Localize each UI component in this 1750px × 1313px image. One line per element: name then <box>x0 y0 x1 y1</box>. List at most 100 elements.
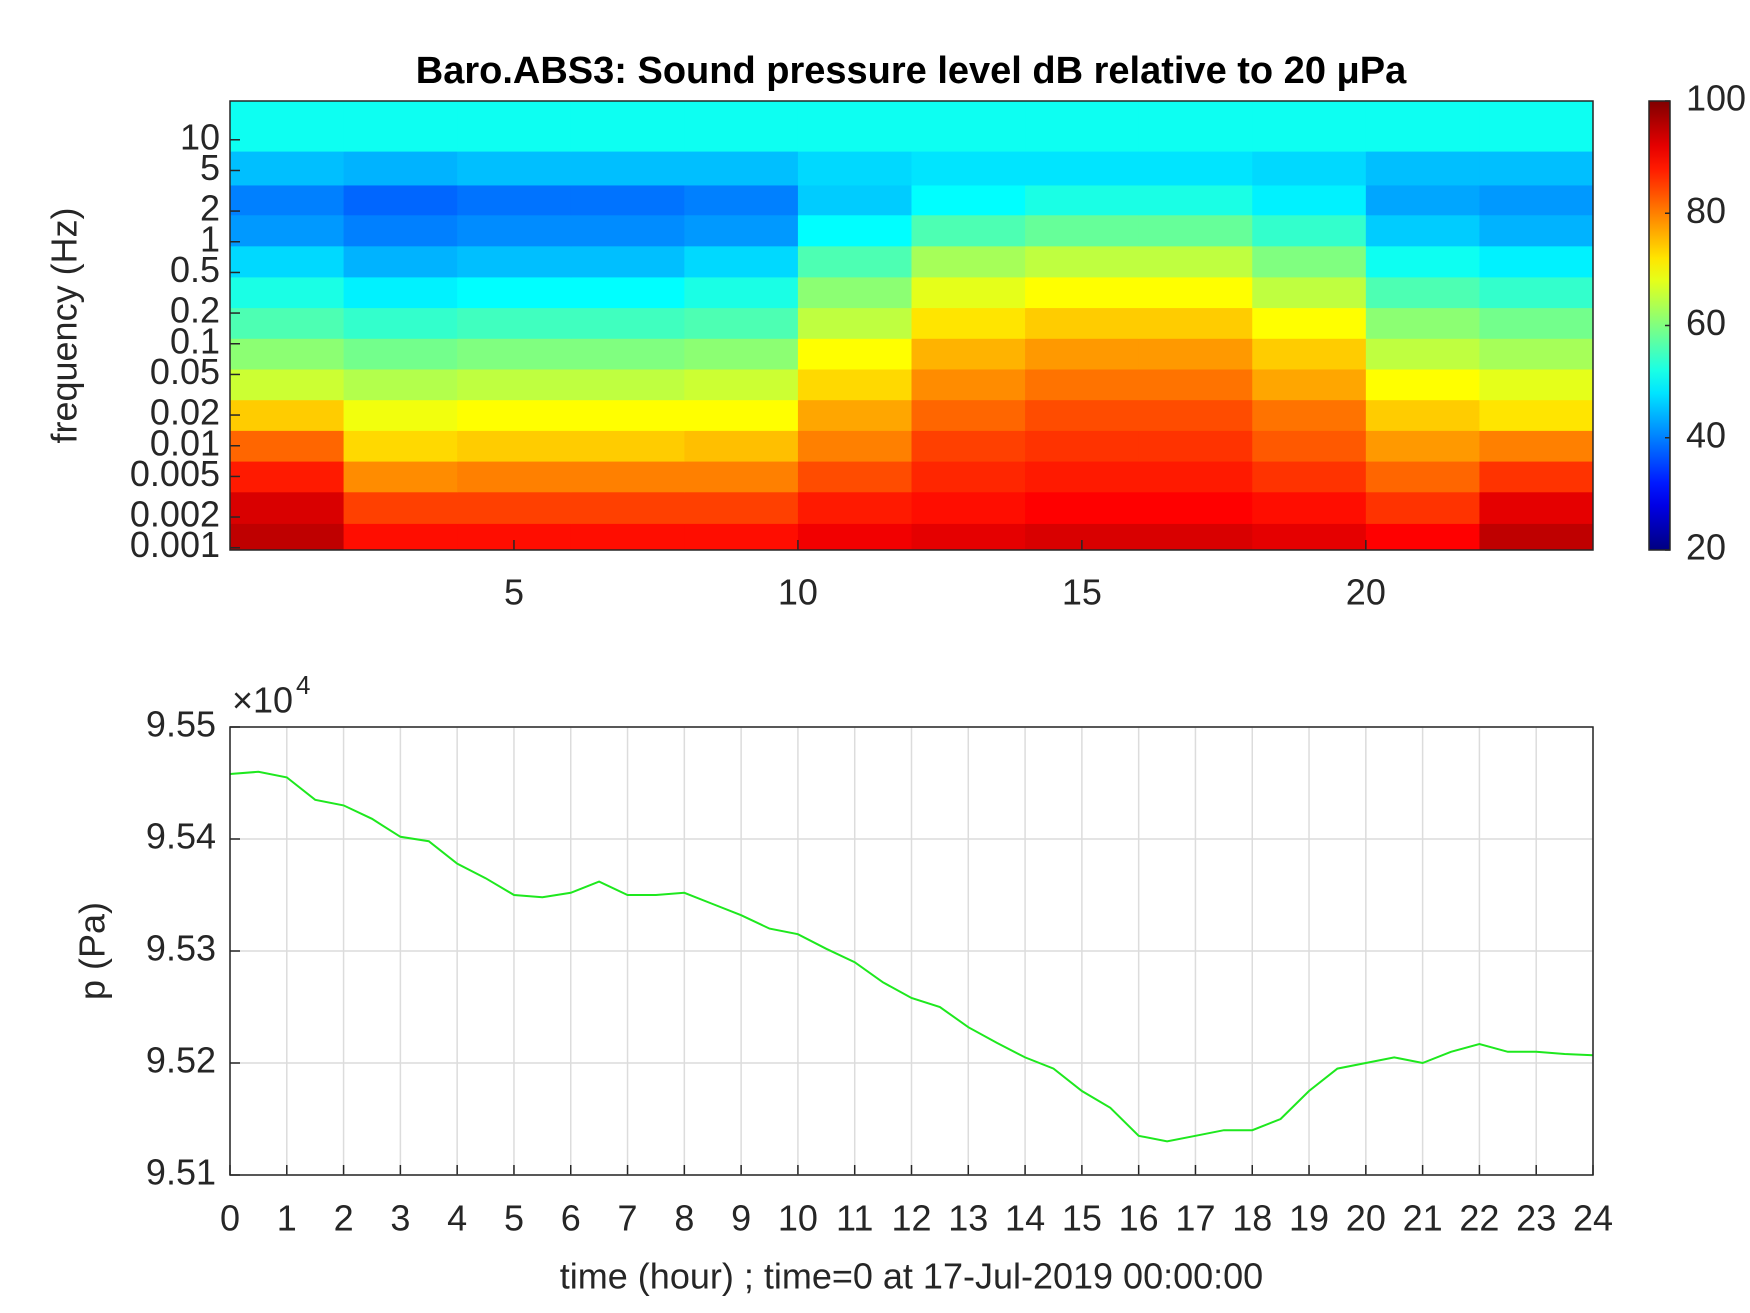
colorbar-tick-label: 20 <box>1686 527 1726 568</box>
heat-cell <box>1025 368 1140 401</box>
heat-cell <box>684 214 799 247</box>
x-tick-label: 5 <box>504 572 524 613</box>
heat-cell <box>230 184 345 216</box>
y-multiplier-power: 4 <box>296 670 310 700</box>
x-tick-label: 19 <box>1289 1198 1329 1239</box>
y-tick-label: 9.52 <box>146 1040 216 1081</box>
heat-cell <box>570 101 685 152</box>
x-tick-label: 24 <box>1573 1198 1613 1239</box>
heat-cell <box>911 101 1026 152</box>
heat-cell <box>684 151 799 186</box>
y-tick-label: 9.51 <box>146 1152 216 1193</box>
heat-cell <box>911 491 1026 524</box>
heat-cell <box>570 491 685 524</box>
heat-cell <box>1138 307 1253 339</box>
heat-cell <box>684 245 799 278</box>
heat-cell <box>457 491 572 524</box>
heat-cell <box>1479 368 1594 401</box>
heat-cell <box>1138 276 1253 309</box>
x-tick-label: 21 <box>1403 1198 1443 1239</box>
x-tick-label: 13 <box>948 1198 988 1239</box>
heat-cell <box>797 151 912 186</box>
heat-cell <box>1138 245 1253 278</box>
heat-cell <box>1252 461 1367 493</box>
heat-cell <box>1365 523 1480 551</box>
heat-cell <box>684 430 799 462</box>
x-tick-label: 15 <box>1062 1198 1102 1239</box>
heat-cell <box>1138 430 1253 462</box>
heat-cell <box>1252 491 1367 524</box>
heat-cell <box>1025 151 1140 186</box>
heat-cell <box>457 307 572 339</box>
heat-cell <box>230 338 345 370</box>
plot-frame <box>229 100 1594 551</box>
heat-cell <box>1479 214 1594 247</box>
chart-title: Baro.ABS3: Sound pressure level dB relat… <box>416 50 1407 92</box>
heat-cell <box>911 214 1026 247</box>
x-tick-label: 15 <box>1062 572 1102 613</box>
x-tick-label: 20 <box>1346 572 1386 613</box>
heat-cell <box>230 430 345 462</box>
colorbar-tick-label: 40 <box>1686 414 1726 455</box>
y-axis-label: frequency (Hz) <box>44 207 85 443</box>
x-tick-label: 2 <box>334 1198 354 1239</box>
heat-cell <box>911 368 1026 401</box>
heat-cell <box>457 184 572 216</box>
heat-cell <box>684 338 799 370</box>
heat-cell <box>1479 101 1594 152</box>
x-tick-label: 0 <box>220 1198 240 1239</box>
heat-cell <box>911 523 1026 551</box>
heat-cell <box>1252 399 1367 431</box>
pressure-line <box>229 770 1594 1143</box>
heat-cell <box>1138 491 1253 524</box>
heat-cell <box>684 523 799 551</box>
x-tick-label: 3 <box>390 1198 410 1239</box>
y-tick-label: 9.54 <box>146 816 216 857</box>
heat-cell <box>230 307 345 339</box>
y-tick-label: 5 <box>200 147 220 188</box>
heat-cell <box>1138 214 1253 247</box>
x-tick-label: 10 <box>778 1198 818 1239</box>
colorbar-tick-label: 60 <box>1686 302 1726 343</box>
heat-cell <box>1479 461 1594 493</box>
heat-cell <box>797 245 912 278</box>
heat-cell <box>1138 399 1253 431</box>
heat-cell <box>1252 245 1367 278</box>
heat-cell <box>1025 338 1140 370</box>
heat-cell <box>1252 214 1367 247</box>
heat-cell <box>1025 101 1140 152</box>
y-tick-label: 0.02 <box>150 392 220 433</box>
heat-cell <box>684 399 799 431</box>
heat-cell <box>1365 276 1480 309</box>
heat-cell <box>1479 399 1594 431</box>
heat-cell <box>684 101 799 152</box>
heat-cell <box>797 368 912 401</box>
heat-cell <box>684 276 799 309</box>
heat-cell <box>343 338 458 370</box>
y-tick-label: 1 <box>200 218 220 259</box>
heat-cell <box>570 523 685 551</box>
heat-cell <box>1025 214 1140 247</box>
heat-cell <box>457 214 572 247</box>
heat-cell <box>343 307 458 339</box>
heat-cell <box>1025 491 1140 524</box>
heat-cell <box>1479 245 1594 278</box>
heat-cell <box>1365 461 1480 493</box>
heat-cell <box>911 461 1026 493</box>
heat-cell <box>1252 368 1367 401</box>
heat-cell <box>911 399 1026 431</box>
heat-cell <box>1025 276 1140 309</box>
y-tick-label: 0.002 <box>130 494 220 535</box>
heat-cell <box>570 430 685 462</box>
y-tick-label: 0.1 <box>170 320 220 361</box>
y-tick-label: 0.5 <box>170 249 220 290</box>
colorbar-tick-label: 100 <box>1686 78 1746 119</box>
x-tick-label: 1 <box>277 1198 297 1239</box>
heat-cell <box>1025 184 1140 216</box>
heat-cell <box>1138 461 1253 493</box>
x-tick-label: 12 <box>891 1198 931 1239</box>
x-tick-label: 9 <box>731 1198 751 1239</box>
heat-cell <box>570 184 685 216</box>
y-tick-label: 10 <box>180 116 220 157</box>
heat-cell <box>1365 307 1480 339</box>
